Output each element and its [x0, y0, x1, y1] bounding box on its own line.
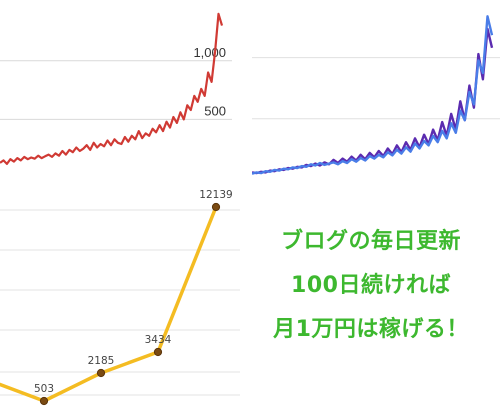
- red-traffic-chart: 1,000 500: [0, 0, 232, 185]
- caption-line-2: 100日続ければ: [291, 273, 451, 298]
- earnings-data-point: [39, 396, 49, 406]
- red-series-line: [0, 12, 224, 165]
- earnings-data-label: 3434: [145, 334, 172, 346]
- red-y-tick-label: 500: [204, 103, 226, 118]
- blue-series-line: [252, 15, 494, 175]
- blue-chart-svg: [252, 15, 500, 175]
- promo-caption: ブログの毎日更新 100日続ければ 月1万円は稼げる！: [246, 220, 496, 352]
- earnings-data-label: 503: [34, 383, 54, 395]
- earnings-data-label: 2185: [88, 355, 115, 367]
- blue-series-line: [252, 27, 494, 175]
- red-chart-svg: 1,000 500: [0, 12, 232, 165]
- earnings-data-point: [211, 202, 221, 212]
- earnings-data-label: 12139: [199, 190, 232, 201]
- earnings-data-point: [96, 368, 106, 378]
- caption-line-3: 月1万円は稼げる！: [273, 317, 469, 342]
- earnings-line-chart: 503 2185 3434 12139: [0, 190, 240, 412]
- earnings-data-point: [153, 347, 163, 357]
- red-y-tick-label: 1,000: [193, 45, 226, 60]
- caption-line-1: ブログの毎日更新: [280, 229, 461, 254]
- blue-traffic-chart: [252, 0, 500, 185]
- yellow-chart-svg: 503 2185 3434 12139: [0, 190, 240, 406]
